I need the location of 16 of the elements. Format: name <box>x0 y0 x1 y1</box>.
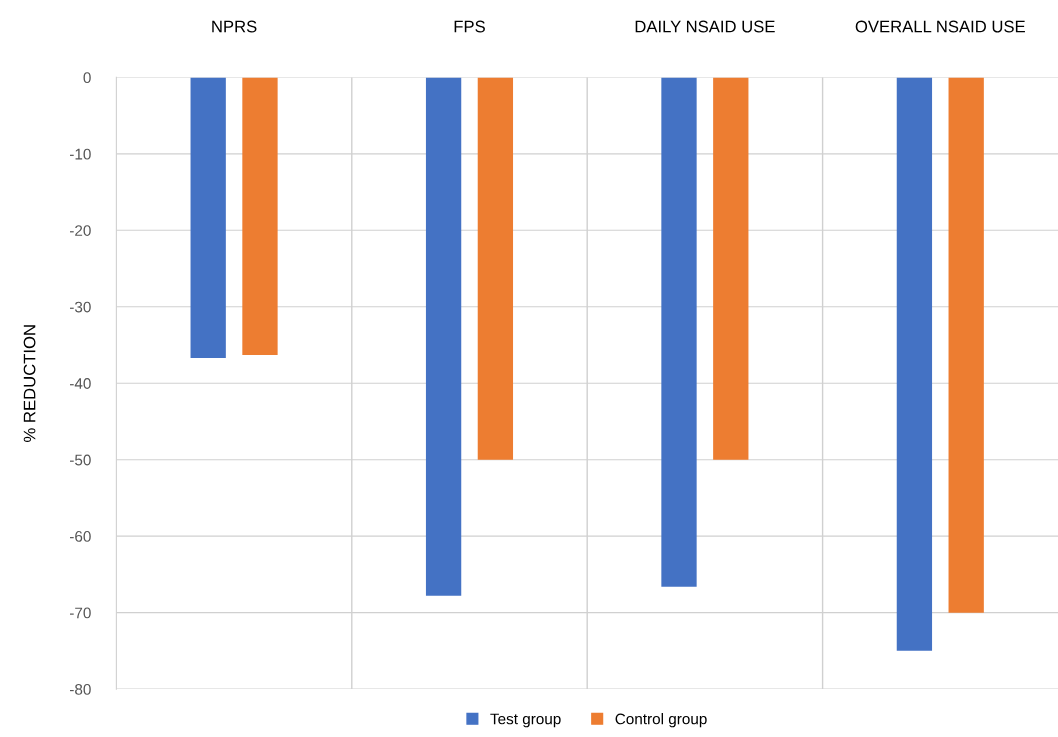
y-tick-label: 0 <box>83 72 91 84</box>
y-tick-label: -30 <box>69 301 91 313</box>
legend-label: Control group <box>615 713 707 728</box>
x-tick-label: OVERALL NSAID USE <box>855 20 1025 33</box>
legend-label: Test group <box>490 713 561 728</box>
y-tick-label: -10 <box>69 148 91 160</box>
y-tick-label: -60 <box>69 531 91 542</box>
y-tick-label: -40 <box>69 378 91 389</box>
y-tick-label: -20 <box>69 225 91 236</box>
x-tick-label: NPRS <box>212 20 257 33</box>
y-tick-label: -80 <box>69 683 91 695</box>
x-tick-label: FPS <box>454 20 485 33</box>
y-axis-title: % REDUCTION <box>23 325 36 442</box>
y-tick-label: -70 <box>69 607 91 619</box>
y-tick-label: -50 <box>69 454 91 466</box>
x-tick-label: DAILY NSAID USE <box>635 20 775 33</box>
